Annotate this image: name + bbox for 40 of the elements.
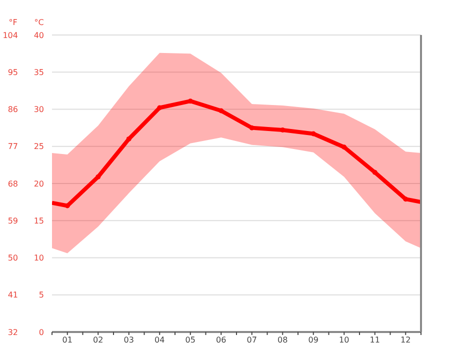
point: [342, 144, 347, 150]
x-tick-label: 09: [308, 336, 318, 345]
y-tick-label: 30: [34, 105, 44, 114]
y2-tick-label: 59: [8, 216, 18, 226]
x-tick-label: 01: [62, 336, 72, 345]
x-tick-label: 04: [154, 336, 165, 345]
y-tick-label: 10: [34, 254, 44, 263]
y2-tick-label: 95: [8, 68, 18, 77]
point: [218, 108, 224, 114]
point: [157, 105, 162, 110]
y-tick-label: 5: [38, 290, 44, 300]
y2-tick-label: 104: [2, 30, 18, 40]
y2-axis-title: °F: [8, 18, 18, 27]
x-tick-label: 06: [216, 336, 226, 345]
x-tick-label: 07: [246, 336, 257, 345]
line-series: [52, 98, 421, 208]
y2-tick-label: 86: [8, 105, 18, 114]
x-tick-label: 10: [339, 336, 350, 345]
x-tick-label: 05: [185, 336, 196, 345]
x-tick-label: 03: [124, 336, 134, 345]
y-tick-label: 35: [34, 68, 44, 77]
point: [372, 170, 378, 175]
y2-tick-label: 50: [8, 254, 18, 263]
y-tick-label: 0: [38, 328, 44, 337]
x-tick-label: 11: [370, 336, 380, 345]
x-tick-label: 08: [278, 336, 288, 345]
y-tick-label: 40: [34, 30, 44, 40]
y-axis-title: °C: [34, 18, 44, 27]
y2-tick-label: 77: [8, 142, 18, 152]
point: [280, 128, 286, 133]
y2-tick-label: 32: [8, 328, 18, 337]
y-tick-label: 15: [34, 216, 44, 226]
point: [96, 174, 101, 180]
point: [126, 136, 132, 142]
y-tick-label: 20: [34, 179, 44, 188]
y2-tick-label: 68: [8, 179, 18, 188]
y-tick-label: 25: [34, 142, 44, 152]
y2-tick-label: 41: [8, 290, 18, 300]
x-tick-label: 12: [400, 336, 411, 345]
x-tick-label: 02: [93, 336, 104, 345]
